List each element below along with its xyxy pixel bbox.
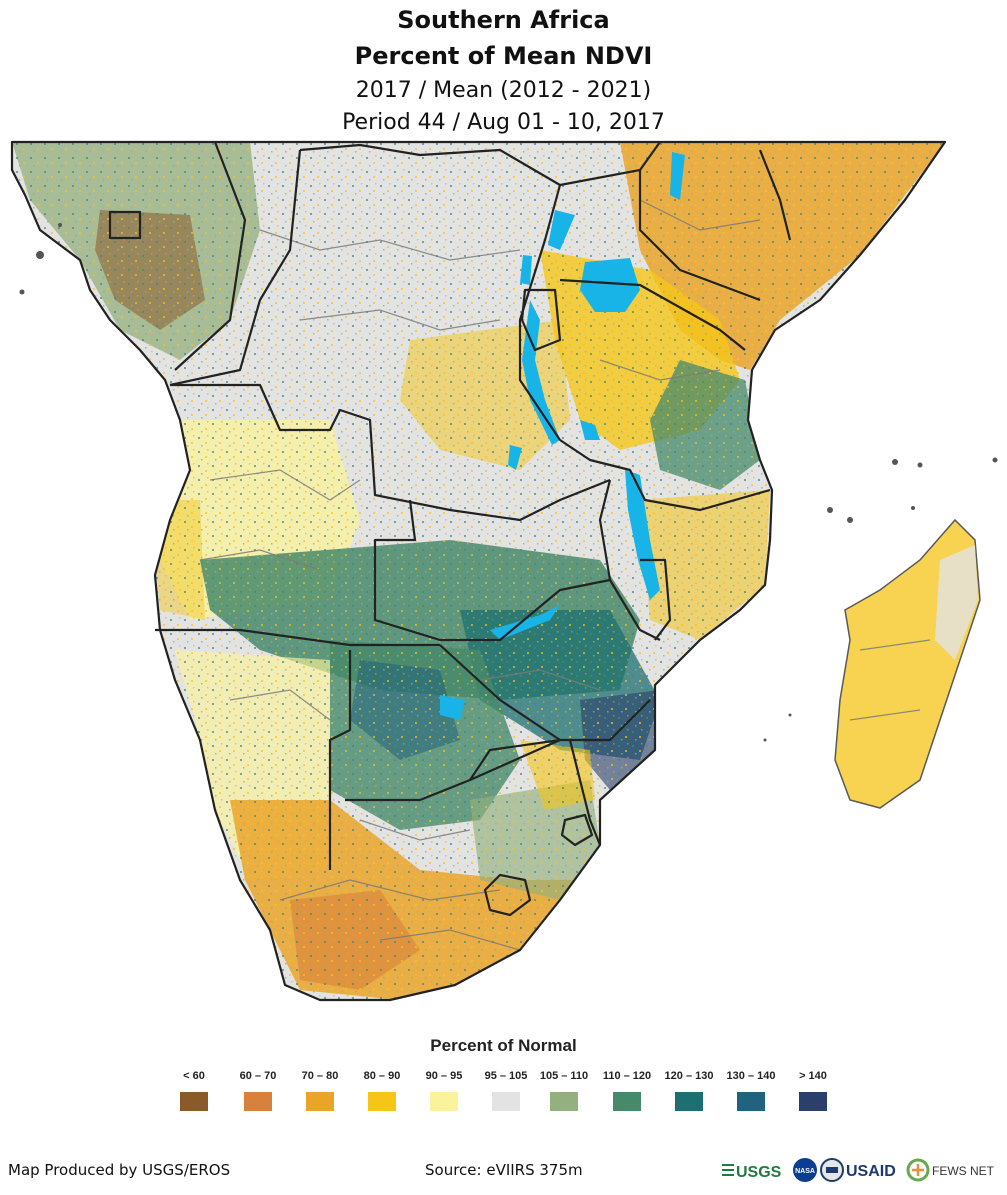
legend-item: 90 – 95 (414, 1068, 474, 1111)
ndvi-map (10, 140, 998, 1002)
legend-item: 120 – 130 (659, 1068, 719, 1111)
legend-swatch (492, 1092, 520, 1111)
legend-item: 80 – 90 (352, 1068, 412, 1111)
fews-text: FEWS NET (932, 1164, 995, 1178)
lake-turkana (670, 152, 685, 200)
lake-rukwa (580, 420, 600, 440)
lake-kivu (520, 255, 532, 285)
legend-swatch (244, 1092, 272, 1111)
legend-item: 95 – 105 (476, 1068, 536, 1111)
usaid-logo: USAID (820, 1158, 896, 1182)
lesotho (483, 873, 532, 917)
usgs-text: USGS (736, 1164, 782, 1181)
islands (19, 223, 998, 742)
legend-label: 110 – 120 (602, 1070, 652, 1082)
legend-swatch (737, 1092, 765, 1111)
nasa-text: NASA (795, 1168, 815, 1175)
legend-label: > 140 (799, 1070, 827, 1082)
legend-swatch (306, 1092, 334, 1111)
legend-item: 60 – 70 (228, 1068, 288, 1111)
legend-swatch (799, 1092, 827, 1111)
map-credit: Map Produced by USGS/EROS (8, 1161, 231, 1179)
fews-logo: FEWS NET (906, 1158, 995, 1182)
map-title: Southern Africa (397, 6, 610, 34)
legend-label: 80 – 90 (363, 1070, 401, 1082)
legend-swatch (675, 1092, 703, 1111)
legend-label: 130 – 140 (726, 1070, 776, 1082)
legend-item: < 60 (164, 1068, 224, 1111)
usaid-text: USAID (846, 1163, 896, 1180)
admin-borders (199, 199, 931, 951)
country-borders (10, 140, 947, 1002)
lake-kariba (490, 605, 560, 640)
legend-swatch (180, 1092, 208, 1111)
madagascar-east-gray (935, 545, 978, 660)
agency-logos: USGS NASA USAID FEWS NET (722, 1158, 995, 1182)
lake-malawi (625, 470, 660, 600)
legend-swatch (430, 1092, 458, 1111)
legend-title: Percent of Normal (430, 1036, 577, 1055)
nasa-logo: NASA (793, 1158, 817, 1182)
legend-swatch (613, 1092, 641, 1111)
legend-item: 105 – 110 (534, 1068, 594, 1111)
lakes (440, 152, 685, 720)
legend-label: 105 – 110 (539, 1070, 589, 1082)
legend-swatch (368, 1092, 396, 1111)
usgs-logo: USGS (722, 1164, 782, 1181)
legend-label: 70 – 80 (301, 1070, 339, 1082)
legend-item: 110 – 120 (597, 1068, 657, 1111)
legend-item: 70 – 80 (290, 1068, 350, 1111)
speckle-texture (12, 142, 945, 1000)
legend-swatch (550, 1092, 578, 1111)
legend-item: > 140 (783, 1068, 843, 1111)
legend-label: 60 – 70 (239, 1070, 277, 1082)
map-period-compare: 2017 / Mean (2012 - 2021) (355, 78, 652, 103)
lake-albert (548, 210, 575, 250)
legend-item: 130 – 140 (721, 1068, 781, 1111)
legend-label: 120 – 130 (664, 1070, 714, 1082)
legend-label: 90 – 95 (425, 1070, 463, 1082)
okavango (440, 695, 465, 720)
map-period-date: Period 44 / Aug 01 - 10, 2017 (342, 110, 665, 135)
eswatini (560, 813, 594, 847)
lake-victoria (580, 258, 640, 312)
lake-tanganyika (522, 300, 560, 445)
data-source: Source: eVIIRS 375m (425, 1161, 583, 1179)
legend-label: 95 – 105 (484, 1070, 528, 1082)
equatorial-guinea (108, 210, 142, 240)
rwanda-burundi (520, 288, 562, 352)
legend-label: < 60 (183, 1070, 205, 1082)
ndvi-anomaly-layer (12, 142, 945, 1000)
map-subtitle: Percent of Mean NDVI (354, 42, 653, 70)
lake-mweru (508, 445, 522, 470)
